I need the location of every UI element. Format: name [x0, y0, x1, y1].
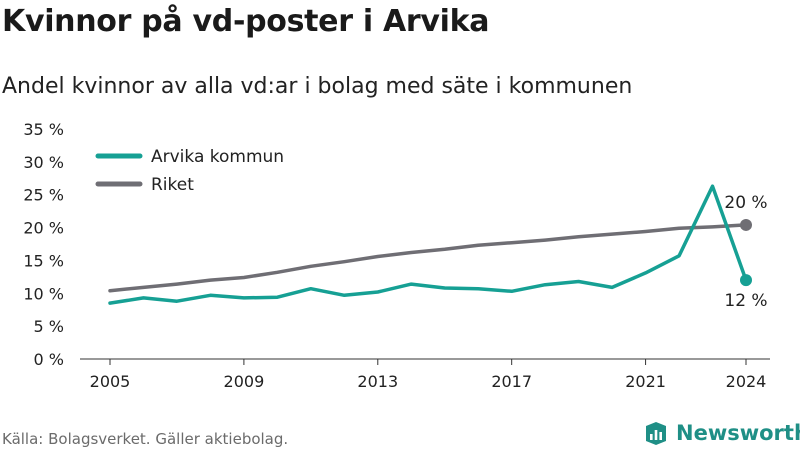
legend-label: Riket: [151, 175, 194, 195]
brand-name: Newsworthy: [676, 421, 800, 445]
y-axis: 0 % 5 % 10 % 15 % 20 % 25 % 30 % 35 %: [23, 120, 64, 369]
legend: Arvika kommun Riket: [88, 140, 300, 196]
x-tick-label: 2009: [224, 372, 265, 391]
legend-background: [88, 140, 300, 196]
end-point-marker: [740, 218, 752, 231]
y-tick-label: 0 %: [34, 350, 64, 369]
end-point-marker: [740, 274, 752, 287]
newsworthy-logo-icon: [646, 422, 666, 445]
y-tick-label: 15 %: [23, 251, 64, 270]
x-tick-label: 2024: [726, 372, 767, 391]
y-tick-label: 35 %: [23, 120, 64, 139]
end-value-label: 20 %: [724, 193, 767, 213]
end-value-label: 12 %: [724, 291, 767, 311]
chart-subtitle: Andel kvinnor av alla vd:ar i bolag med …: [2, 74, 633, 99]
chart-title: Kvinnor på vd-poster i Arvika: [2, 4, 490, 39]
series-line-riket: [108, 223, 748, 293]
y-tick-label: 30 %: [23, 153, 64, 172]
y-tick-label: 5 %: [34, 317, 64, 336]
x-tick-label: 2005: [90, 372, 131, 391]
y-tick-label: 10 %: [23, 284, 64, 303]
x-tick-label: 2021: [625, 372, 666, 391]
legend-label: Arvika kommun: [151, 147, 284, 167]
end-markers: 20 % 12 %: [724, 193, 767, 311]
series-lines: [108, 184, 748, 305]
x-tick-label: 2017: [491, 372, 532, 391]
y-tick-label: 20 %: [23, 219, 64, 238]
brand: Newsworthy: [644, 421, 800, 445]
source-note: Källa: Bolagsverket. Gäller aktiebolag.: [2, 430, 289, 448]
line-chart: 0 %5 %10 %15 %20 %25 %30 %35 % 2005 2009 2…: [23, 120, 770, 391]
y-tick-label: 25 %: [23, 186, 64, 205]
series-line-arvika: [108, 184, 748, 305]
x-axis: 2005 2009 2013 2017 2021 2024: [80, 358, 770, 391]
x-tick-label: 2013: [357, 372, 398, 391]
